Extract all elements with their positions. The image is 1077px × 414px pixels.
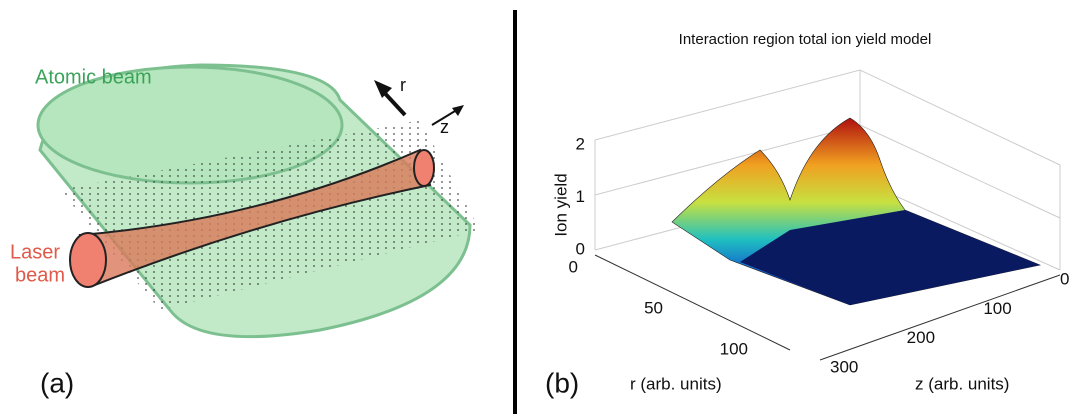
atomic-beam-label: Atomic beam bbox=[35, 66, 152, 88]
tick-label: 100 bbox=[720, 339, 748, 358]
plot-title: Interaction region total ion yield model bbox=[679, 31, 932, 48]
tick-label: 1 bbox=[576, 187, 585, 206]
figure: Atomic beam r z Laser beam (a) Interacti… bbox=[0, 0, 1077, 414]
tick-label: 0 bbox=[1060, 269, 1069, 288]
tick-label: 100 bbox=[983, 299, 1011, 318]
panel-label: (a) bbox=[40, 367, 74, 398]
arrow-z-label: z bbox=[440, 117, 449, 137]
page: Atomic beam r z Laser beam (a) Interacti… bbox=[0, 0, 1077, 414]
laser-end bbox=[414, 150, 434, 186]
tick-label: 50 bbox=[644, 298, 663, 317]
tick-label: 2 bbox=[576, 134, 585, 153]
tick-label: 0 bbox=[576, 239, 585, 258]
tick-label: 300 bbox=[830, 357, 858, 376]
laser-beam-label: Laser bbox=[10, 241, 60, 263]
tick-label: 200 bbox=[907, 328, 935, 347]
tick-label: 0 bbox=[569, 257, 578, 276]
vertical-axis-label: Ion yield bbox=[551, 173, 570, 236]
panel-a: Atomic beam r z Laser beam (a) bbox=[10, 65, 480, 398]
r-axis-label: r (arb. units) bbox=[630, 374, 722, 393]
z-axis-label: z (arb. units) bbox=[915, 374, 1009, 393]
arrow-r-label: r bbox=[400, 75, 406, 95]
laser-end bbox=[70, 233, 106, 287]
laser-beam-label: beam bbox=[15, 264, 65, 286]
arrow-head bbox=[452, 105, 464, 116]
panel-label: (b) bbox=[545, 367, 579, 398]
